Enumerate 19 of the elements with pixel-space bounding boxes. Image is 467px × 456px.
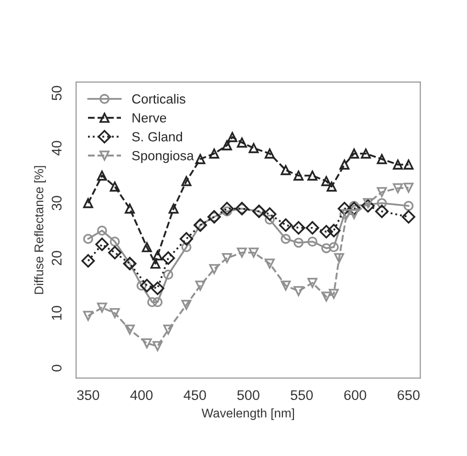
x-tick-label: 650 — [398, 390, 420, 400]
y-axis-title: Diffuse Reflectance [%] — [34, 166, 46, 294]
x-tick-label: 350 — [77, 390, 100, 400]
y-tick-label: 0 — [52, 364, 62, 372]
x-tick-label: 550 — [290, 390, 313, 400]
x-axis-title: Wavelength [nm] — [202, 408, 294, 420]
y-tick-label: 10 — [52, 306, 62, 320]
legend-label: S. Gland — [132, 132, 182, 142]
y-tick-label: 50 — [52, 86, 62, 100]
x-tick-label: 600 — [344, 390, 366, 400]
x-tick-label: 450 — [184, 390, 206, 400]
y-tick-label: 20 — [52, 250, 62, 266]
legend-label: Nerve — [132, 113, 166, 123]
y-tick-label: 40 — [52, 140, 62, 156]
x-tick-label: 400 — [130, 390, 153, 400]
legend-label: Spongiosa — [132, 150, 194, 163]
legend-label: Corticalis — [132, 94, 186, 104]
y-tick-label: 30 — [52, 196, 62, 210]
x-tick-label: 500 — [237, 390, 260, 400]
